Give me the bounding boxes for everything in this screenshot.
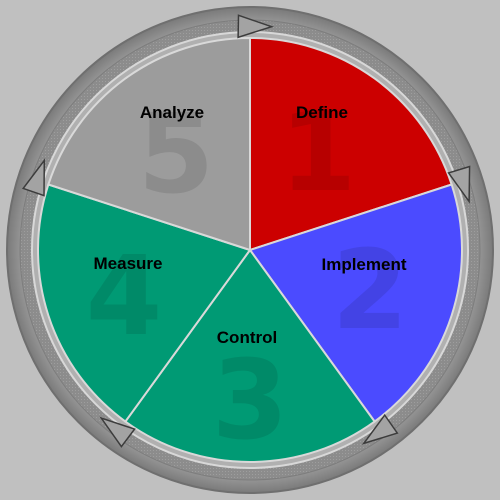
segment-number-1: 1	[280, 88, 357, 216]
segment-label-implement: Implement	[321, 255, 406, 274]
segment-implement	[248, 183, 463, 423]
segment-label-define: Define	[296, 103, 348, 122]
segment-number-5: 5	[138, 90, 215, 218]
cycle-arrow-icon	[237, 14, 274, 39]
cycle-arrow-icon	[21, 158, 46, 197]
segments-layer	[37, 36, 463, 463]
segment-label-analyze: Analyze	[140, 103, 204, 122]
arrows-layer	[21, 14, 471, 448]
cycle-arrow-icon	[447, 165, 471, 204]
segment-analyze	[47, 36, 251, 252]
segment-label-measure: Measure	[94, 254, 163, 273]
cycle-arrow-icon	[99, 416, 136, 448]
segment-label-control: Control	[217, 328, 277, 347]
segment-measure	[37, 183, 252, 423]
cycle-arrow-icon	[361, 413, 399, 445]
segment-number-3: 3	[212, 336, 289, 464]
segment-control	[123, 248, 377, 463]
segment-define	[249, 36, 453, 252]
labels-layer: Define Implement Control Measure Analyze	[94, 103, 407, 347]
segment-number-2: 2	[332, 226, 409, 354]
segment-number-4: 4	[86, 232, 163, 360]
